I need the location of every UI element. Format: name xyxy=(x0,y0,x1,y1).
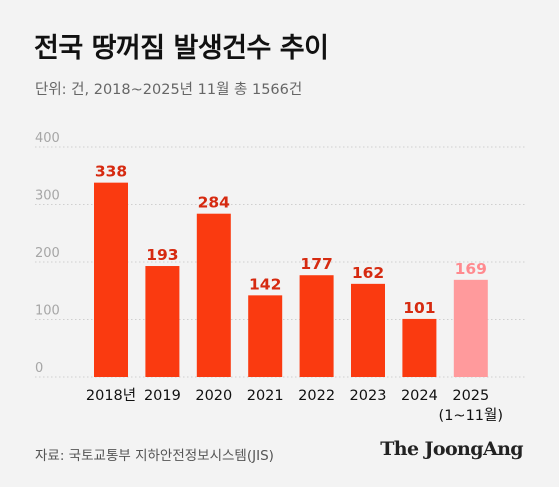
value-label: 284 xyxy=(198,194,231,212)
chart-subtitle: 단위: 건, 2018~2025년 11월 총 1566건 xyxy=(35,82,303,98)
x-tick-label: (1~11월) xyxy=(439,407,503,424)
bar xyxy=(248,295,283,377)
x-tick-label: 2021 xyxy=(247,388,284,404)
source-note: 자료: 국토교통부 지하안전정보시스템(JIS) xyxy=(35,448,274,464)
x-tick-label: 2020 xyxy=(195,388,232,404)
x-tick-label: 2018년 xyxy=(86,387,136,404)
value-label: 193 xyxy=(146,246,178,264)
y-tick-label: 300 xyxy=(35,189,60,204)
x-tick-label: 2023 xyxy=(350,388,387,404)
x-tick-label: 2019 xyxy=(144,388,181,404)
bar xyxy=(196,213,231,377)
bar xyxy=(94,182,128,377)
chart-title: 전국 땅꺼짐 발생건수 추이 xyxy=(34,33,329,64)
y-tick-label: 200 xyxy=(35,246,60,261)
bar xyxy=(453,279,488,377)
x-tick-label: 2025 xyxy=(452,388,489,404)
value-labels: 338 193 284 142 177 162 101 169 xyxy=(95,163,487,317)
bar xyxy=(145,266,180,377)
value-label: 338 xyxy=(95,163,127,181)
value-label: 162 xyxy=(352,264,384,282)
y-tick-label: 400 xyxy=(35,131,60,146)
bars xyxy=(94,182,488,377)
gridlines: 0 100 200 300 400 xyxy=(35,131,525,378)
value-label: 169 xyxy=(455,260,487,278)
y-tick-label: 0 xyxy=(35,361,43,376)
publisher-logo: The JoongAng xyxy=(380,438,523,460)
x-tick-label: 2024 xyxy=(401,388,438,404)
bar xyxy=(351,283,385,377)
value-label: 177 xyxy=(300,255,332,273)
x-tick-label: 2022 xyxy=(298,388,335,404)
x-axis-ticks: 2018년 2019 2020 2021 2022 2023 2024 2025 (1~11월) xyxy=(86,387,503,424)
value-label: 101 xyxy=(403,299,435,317)
bar xyxy=(402,318,437,377)
value-label: 142 xyxy=(249,275,281,293)
y-tick-label: 100 xyxy=(35,304,60,319)
bar xyxy=(299,275,334,377)
